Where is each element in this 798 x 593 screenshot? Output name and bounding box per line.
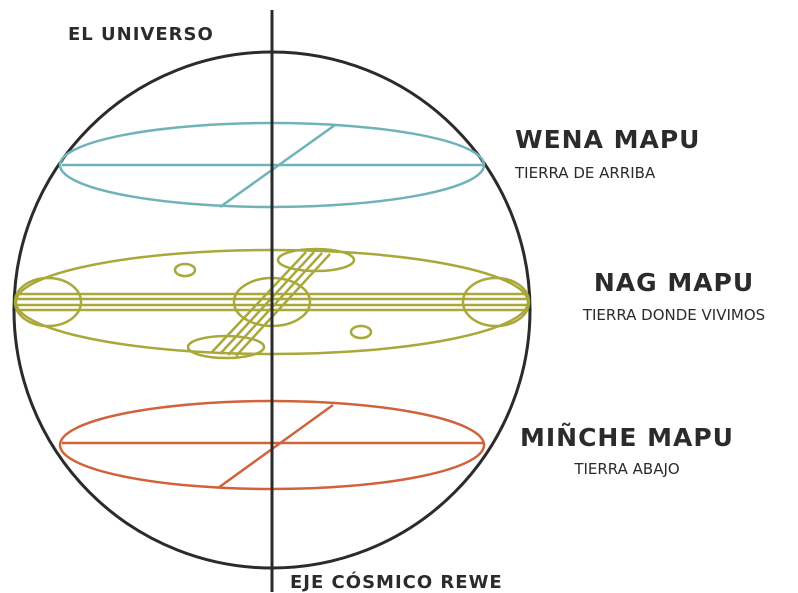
- title: EL UNIVERSO: [68, 24, 214, 45]
- level-subtitle: TIERRA DONDE VIVIMOS: [582, 306, 765, 324]
- level-name: NAG MAPU: [594, 268, 754, 297]
- level-name: MIÑCHE MAPU: [520, 423, 734, 452]
- level-subtitle: TIERRA DE ARRIBA: [514, 164, 656, 182]
- level-subtitle: TIERRA ABAJO: [573, 460, 679, 478]
- level-name: WENA MAPU: [515, 125, 700, 154]
- axis-label: EJE CÓSMICO REWE: [290, 571, 503, 593]
